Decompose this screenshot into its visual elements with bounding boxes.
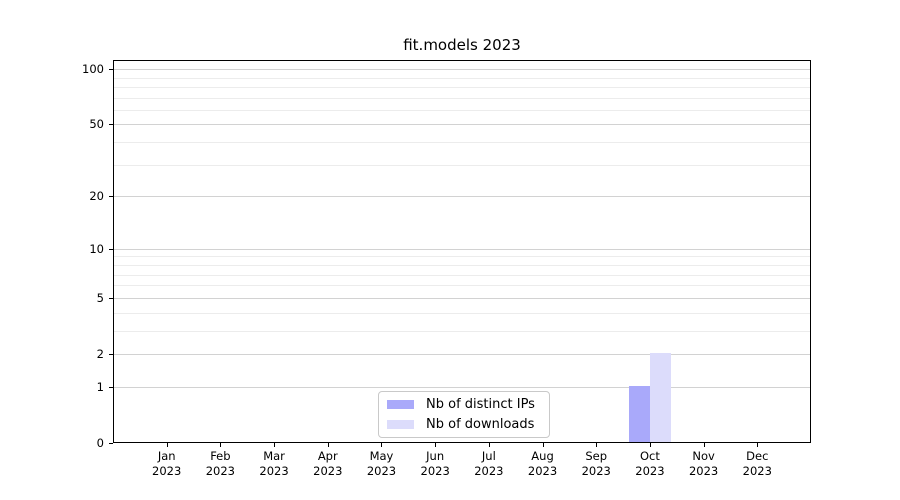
x-tick-label: Dec 2023 <box>725 449 789 479</box>
legend-item: Nb of distinct IPs <box>387 396 541 413</box>
major-gridline <box>114 196 810 198</box>
plot-area <box>113 60 811 443</box>
y-tick-mark <box>109 297 113 299</box>
y-tick-mark <box>109 386 113 388</box>
major-gridline <box>114 297 810 299</box>
x-tick-label: Apr 2023 <box>296 449 360 479</box>
minor-gridline <box>114 330 810 332</box>
x-tick-mark <box>488 443 490 447</box>
x-tick-year: 2023 <box>259 464 289 478</box>
y-tick-label: 0 <box>96 436 104 450</box>
x-tick-label: Mar 2023 <box>242 449 306 479</box>
minor-gridline <box>114 109 810 111</box>
x-tick-label: Oct 2023 <box>618 449 682 479</box>
x-tick-year: 2023 <box>688 464 719 478</box>
legend-swatch <box>387 400 414 409</box>
y-tick-mark <box>109 196 113 198</box>
minor-gridline <box>114 256 810 258</box>
x-tick-mark <box>596 443 598 447</box>
major-gridline <box>114 69 810 71</box>
y-tick-label: 5 <box>96 290 104 305</box>
x-tick-label: May 2023 <box>349 449 413 479</box>
y-tick-label: 100 <box>82 62 104 77</box>
x-tick-month: Feb <box>210 449 231 463</box>
y-tick-mark <box>109 353 113 355</box>
x-tick-year: 2023 <box>527 464 558 478</box>
y-tick-mark <box>109 248 113 250</box>
x-tick-year: 2023 <box>366 464 397 478</box>
x-tick-mark <box>703 443 705 447</box>
y-tick-label: 20 <box>89 189 104 204</box>
x-tick-year: 2023 <box>742 464 772 478</box>
y-tick-label: 50 <box>89 117 104 132</box>
x-tick-mark <box>274 443 276 447</box>
legend-label: Nb of downloads <box>426 417 535 432</box>
x-tick-mark <box>649 443 651 447</box>
x-tick-mark <box>381 443 383 447</box>
x-tick-label: Jun 2023 <box>403 449 467 479</box>
x-tick-month: Oct <box>639 449 660 463</box>
x-tick-mark <box>757 443 759 447</box>
x-tick-label: Jul 2023 <box>457 449 521 479</box>
legend-swatch <box>387 420 414 429</box>
x-tick-month: Apr <box>317 449 338 463</box>
x-tick-year: 2023 <box>635 464 665 478</box>
legend-item: Nb of downloads <box>387 416 541 433</box>
y-tick-label: 10 <box>89 241 104 256</box>
bar-downloads <box>649 353 671 442</box>
x-tick-year: 2023 <box>313 464 343 478</box>
minor-gridline <box>114 312 810 314</box>
x-tick-mark <box>435 443 437 447</box>
minor-gridline <box>114 142 810 144</box>
minor-gridline <box>114 97 810 99</box>
x-tick-label: Nov 2023 <box>672 449 736 479</box>
x-tick-label: Feb 2023 <box>188 449 252 479</box>
x-tick-year: 2023 <box>420 464 450 478</box>
x-tick-label: Jan 2023 <box>135 449 199 479</box>
y-tick-mark <box>109 443 113 444</box>
y-tick-label: 2 <box>96 346 104 361</box>
bar-distinct-ips <box>628 385 650 442</box>
x-tick-mark <box>166 443 168 447</box>
minor-gridline <box>114 164 810 166</box>
x-tick-month: Jun <box>426 449 445 463</box>
x-tick-mark <box>220 443 222 447</box>
major-gridline <box>114 353 810 355</box>
minor-gridline <box>114 274 810 276</box>
x-tick-label: Sep 2023 <box>564 449 628 479</box>
x-tick-month: Nov <box>692 449 715 463</box>
x-tick-mark <box>327 443 329 447</box>
major-gridline <box>114 124 810 126</box>
x-tick-month: Sep <box>585 449 608 463</box>
legend-label: Nb of distinct IPs <box>426 397 535 412</box>
x-tick-year: 2023 <box>205 464 236 478</box>
minor-gridline <box>114 285 810 287</box>
major-gridline <box>114 248 810 250</box>
x-tick-mark <box>542 443 544 447</box>
x-tick-year: 2023 <box>152 464 182 478</box>
x-tick-month: Jan <box>157 449 176 463</box>
x-tick-month: Dec <box>746 449 769 463</box>
minor-gridline <box>114 86 810 88</box>
x-tick-month: Jul <box>481 449 496 463</box>
legend: Nb of distinct IPs Nb of downloads <box>378 391 550 438</box>
x-tick-month: Aug <box>531 449 554 463</box>
y-tick-mark <box>109 69 113 71</box>
minor-gridline <box>114 77 810 79</box>
x-tick-month: May <box>369 449 394 463</box>
y-tick-label: 1 <box>96 379 104 394</box>
x-tick-year: 2023 <box>474 464 504 478</box>
x-tick-year: 2023 <box>581 464 611 478</box>
y-tick-mark <box>109 124 113 126</box>
major-gridline <box>114 386 810 388</box>
minor-gridline <box>114 264 810 266</box>
x-tick-month: Mar <box>263 449 285 463</box>
chart-title: fit.models 2023 <box>403 36 521 54</box>
x-tick-label: Aug 2023 <box>511 449 575 479</box>
